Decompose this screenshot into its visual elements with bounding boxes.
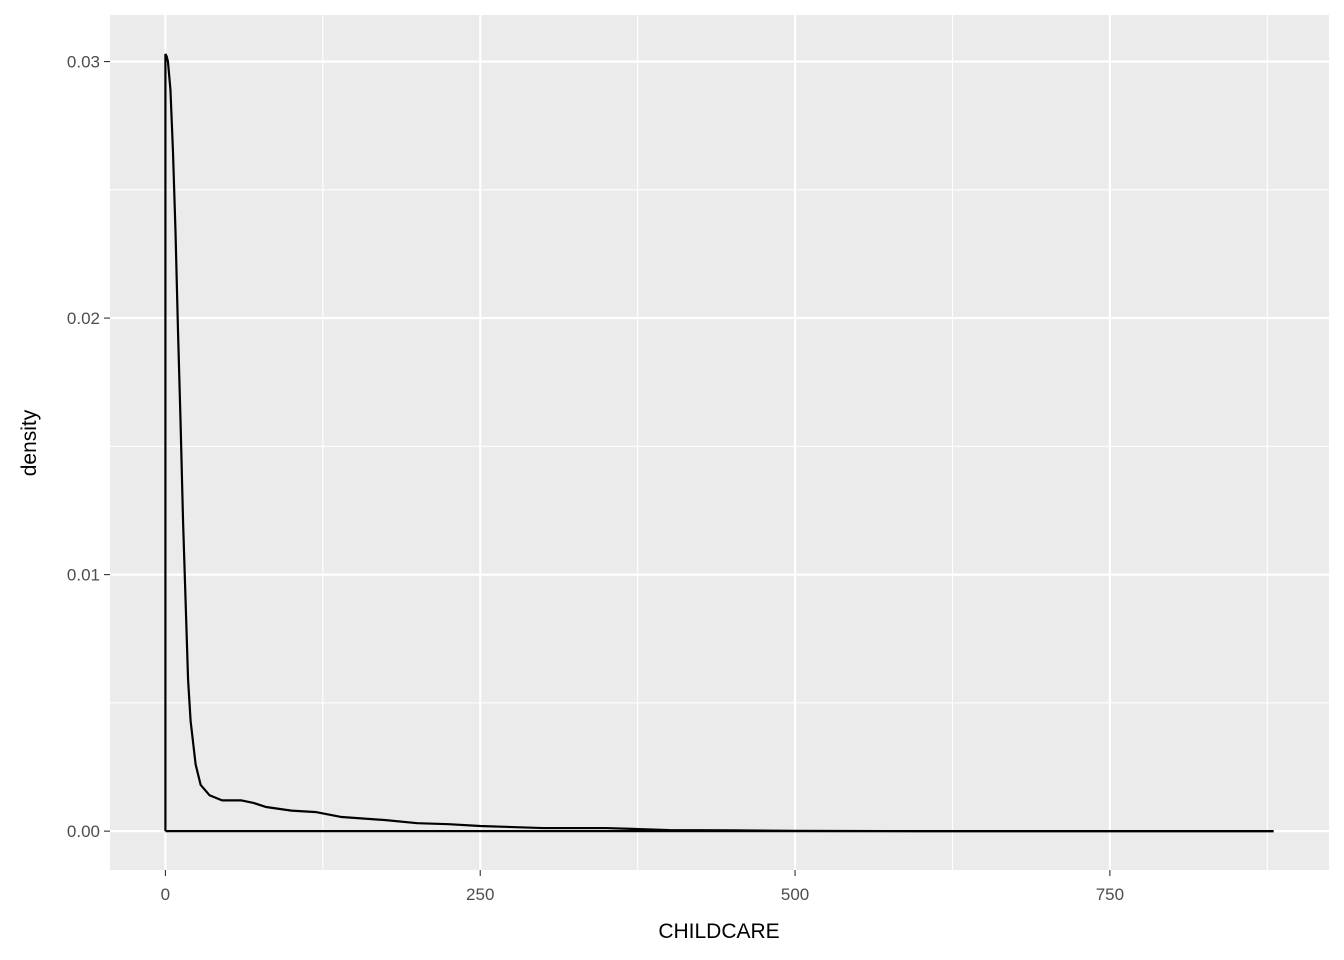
density-line — [164, 53, 1274, 833]
y-tick-label: 0.02 — [67, 309, 100, 328]
x-tick-label: 750 — [1096, 885, 1124, 904]
y-axis-title: density — [18, 409, 41, 476]
y-tick-label: 0.00 — [67, 822, 100, 841]
x-tick-label: 500 — [781, 885, 809, 904]
x-tick-label: 0 — [161, 885, 170, 904]
x-tick-label: 250 — [466, 885, 494, 904]
panel — [110, 15, 1329, 870]
y-tick-label: 0.01 — [67, 566, 100, 585]
y-tick-label: 0.03 — [67, 53, 100, 72]
x-axis-title: CHILDCARE — [658, 920, 779, 943]
